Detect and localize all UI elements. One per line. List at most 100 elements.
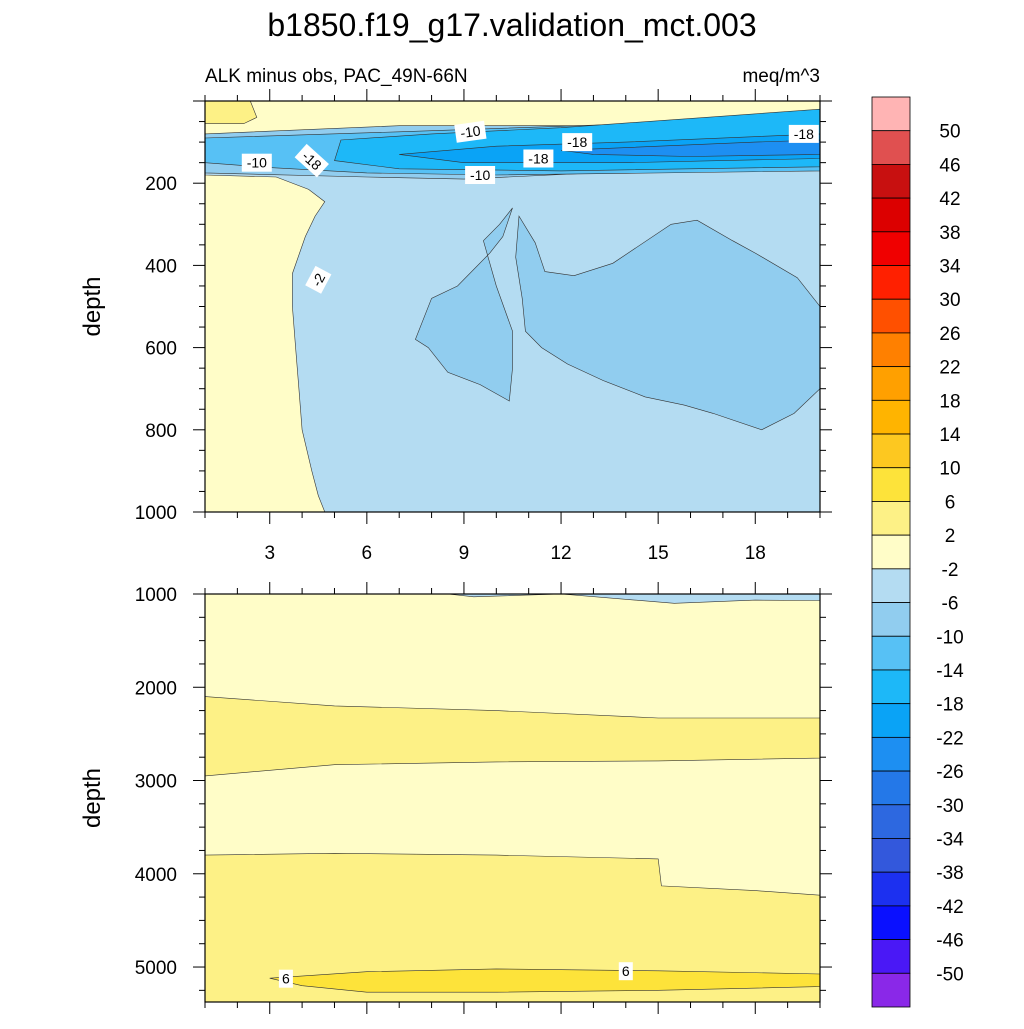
svg-text:6: 6 (282, 971, 290, 987)
svg-text:6: 6 (622, 963, 630, 979)
colorbar-label-1: 46 (939, 155, 960, 176)
colorbar-label-7: 22 (939, 358, 960, 379)
colorbar-swatch-6 (871, 298, 911, 334)
lower-x-ticks (204, 582, 821, 1014)
lower-y-tick-label-1: 2000 (135, 678, 177, 699)
x-tick-label-4: 15 (648, 543, 669, 564)
colorbar-swatch-26 (871, 972, 911, 1008)
colorbar-label-12: 2 (945, 526, 956, 547)
chart-units: meq/m^3 (742, 66, 820, 87)
colorbar-swatch-21 (871, 804, 911, 839)
svg-text:-10: -10 (459, 122, 481, 141)
x-tick-label-3: 12 (550, 543, 571, 564)
colorbar-label-9: 14 (939, 425, 961, 446)
colorbar-label-16: -14 (936, 661, 964, 682)
colorbar-label-3: 38 (939, 223, 960, 244)
svg-text:-10: -10 (470, 167, 490, 183)
colorbar-label-14: -6 (942, 594, 959, 615)
svg-text:-18: -18 (794, 126, 814, 142)
upper-contour-label-3: -10 (241, 153, 272, 172)
colorbar-label-6: 26 (939, 324, 960, 345)
colorbar-label-13: -2 (942, 560, 959, 581)
upper-contour-label-7: -2 (305, 265, 332, 294)
upper-contour-label-6: -10 (465, 166, 496, 184)
svg-text:-18: -18 (567, 134, 587, 150)
colorbar-label-10: 10 (939, 459, 960, 480)
colorbar-swatch-16 (871, 635, 911, 671)
colorbar-label-17: -18 (936, 695, 963, 716)
upper-contour-label-1: -18 (562, 133, 593, 152)
colorbar-swatch-1 (871, 130, 911, 165)
lower-y-tick-label-2: 3000 (135, 772, 177, 793)
x-tick-label-1: 6 (362, 543, 373, 564)
upper-y-tick-label-0: 200 (145, 174, 177, 195)
chart-subtitle-left: ALK minus obs, PAC_49N-66N (205, 66, 468, 87)
upper-y-tick-label-4: 1000 (135, 503, 177, 524)
lower-contour-region-1 (205, 696, 820, 777)
lower-plot-frame (204, 593, 821, 1003)
upper-contour-label-0: -10 (454, 120, 487, 143)
colorbar-swatch-5 (871, 265, 911, 300)
chart-title: b1850.f19_g17.validation_mct.003 (267, 7, 756, 43)
x-tick-label-5: 18 (745, 543, 766, 564)
colorbar-label-2: 42 (939, 189, 960, 210)
colorbar-label-0: 50 (939, 122, 960, 143)
colorbar-swatch-10 (871, 433, 911, 469)
colorbar-swatch-15 (871, 602, 911, 637)
colorbar-swatch-0 (871, 96, 911, 132)
colorbar-label-19: -26 (936, 762, 963, 783)
colorbar-label-21: -34 (936, 829, 964, 850)
lower-contour-fills (205, 594, 820, 1002)
colorbar-swatch-8 (871, 366, 911, 401)
colorbar-label-8: 18 (939, 391, 960, 412)
colorbar-swatch-25 (871, 939, 911, 974)
colorbar-swatch-7 (871, 332, 911, 368)
colorbar-label-25: -50 (936, 964, 963, 985)
x-tick-label-0: 3 (264, 543, 275, 564)
colorbar-swatch-22 (871, 838, 911, 873)
lower-contour-region-3 (269, 968, 820, 993)
colorbar-label-20: -30 (936, 796, 963, 817)
colorbar-swatch-11 (871, 467, 911, 502)
lower-contour-region-4 (447, 594, 820, 604)
upper-contour-region-9 (561, 139, 820, 157)
colorbar-swatch-20 (871, 770, 911, 806)
lower-y-ticks (193, 593, 832, 991)
colorbar-label-4: 34 (939, 257, 961, 278)
colorbar-label-15: -10 (936, 627, 963, 648)
x-tick-label-2: 9 (459, 543, 470, 564)
upper-panel: -10-18-18-10 -18 -18-10-23 6 9 12 15 1820040060… (79, 89, 832, 564)
colorbar-swatch-18 (871, 703, 911, 738)
upper-contour-region-4 (205, 101, 258, 124)
colorbar-label-22: -38 (936, 863, 963, 884)
colorbar-swatch-4 (871, 231, 911, 266)
upper-y-ticks (193, 100, 832, 513)
upper-y-axis-label: depth (79, 276, 106, 336)
upper-contour-label-5: -18 (523, 149, 554, 168)
upper-contour-label-2: -18 (788, 124, 819, 143)
colorbar-swatch-23 (871, 871, 911, 907)
svg-text:-10: -10 (247, 155, 267, 171)
colorbar-swatch-2 (871, 164, 911, 199)
colorbar-swatch-24 (871, 905, 911, 940)
upper-contour-region-2 (415, 207, 513, 402)
colorbar-swatch-14 (871, 568, 911, 603)
lower-y-tick-label-4: 5000 (135, 958, 177, 979)
lower-contour-label-1: 6 (618, 962, 633, 981)
colorbar-swatch-9 (871, 399, 911, 435)
colorbar-swatch-3 (871, 197, 911, 233)
colorbar-swatch-13 (871, 534, 911, 570)
lower-panel: 6 6 1000 2000 3000 4000 5000 depth (79, 582, 832, 1014)
colorbar-label-5: 30 (939, 290, 960, 311)
colorbar-label-23: -42 (936, 897, 963, 918)
upper-y-tick-label-2: 600 (145, 339, 177, 360)
lower-y-axis-label: depth (79, 768, 106, 828)
svg-text:-18: -18 (528, 151, 548, 167)
colorbar: 50 46 42 38 34 30 26 22 18 14 10 6 2 -2 -6 -10 -14 -18 -22… (871, 96, 964, 1008)
lower-contour-label-0: 6 (278, 969, 293, 988)
lower-contour-region-2 (205, 852, 820, 1002)
lower-y-tick-label-0: 1000 (135, 585, 177, 606)
lower-y-tick-label-3: 4000 (135, 865, 177, 886)
